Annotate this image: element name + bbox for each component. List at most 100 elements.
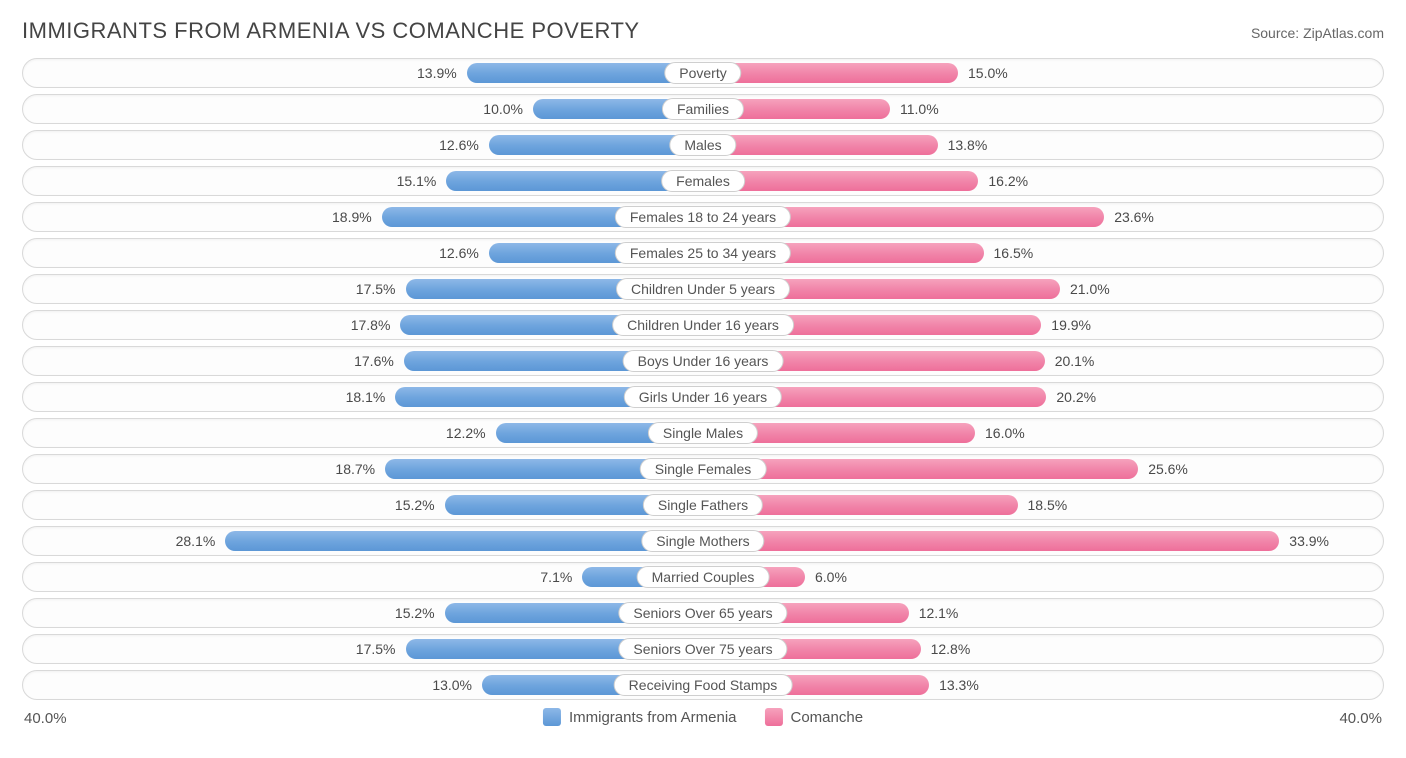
bar-left — [225, 531, 703, 551]
chart-row: 12.2% 16.0% Single Males — [22, 418, 1384, 448]
value-left: 13.0% — [432, 677, 472, 693]
axis-max-left: 40.0% — [24, 710, 67, 727]
value-right: 12.8% — [931, 641, 971, 657]
value-right: 21.0% — [1070, 281, 1110, 297]
row-left-track: 17.5% — [23, 275, 703, 303]
value-left: 18.1% — [346, 389, 386, 405]
value-right: 16.0% — [985, 425, 1025, 441]
value-left: 12.6% — [439, 245, 479, 261]
category-label: Married Couples — [637, 566, 770, 588]
value-left: 7.1% — [540, 569, 572, 585]
category-label: Males — [669, 134, 736, 156]
bar-right — [703, 459, 1138, 479]
bar-right — [703, 531, 1279, 551]
diverging-bar-chart: 13.9%15.0%Poverty10.0%11.0%Families12.6%… — [22, 58, 1384, 700]
value-left: 28.1% — [176, 533, 216, 549]
row-right-track: 19.9% — [703, 311, 1383, 339]
chart-row: 17.8%19.9%Children Under 16 years — [22, 310, 1384, 340]
category-label: Females — [661, 170, 745, 192]
row-left-track: 12.6% — [23, 131, 703, 159]
chart-title: IMMIGRANTS FROM ARMENIA VS COMANCHE POVE… — [22, 18, 640, 44]
chart-header: IMMIGRANTS FROM ARMENIA VS COMANCHE POVE… — [22, 18, 1384, 44]
row-right-track: 20.2% — [703, 383, 1383, 411]
row-right-track: 11.0% — [703, 95, 1383, 123]
category-label: Single Males — [648, 422, 758, 444]
row-left-track: 18.9% — [23, 203, 703, 231]
value-left: 18.9% — [332, 209, 372, 225]
category-label: Families — [662, 98, 744, 120]
value-right: 20.1% — [1055, 353, 1095, 369]
chart-row: 17.5% 21.0% Children Under 5 years — [22, 274, 1384, 304]
legend-label-left: Immigrants from Armenia — [569, 709, 737, 726]
row-left-track: 15.2% — [23, 599, 703, 627]
chart-row: 13.0% 13.3%Receiving Food Stamps — [22, 670, 1384, 700]
category-label: Single Mothers — [641, 530, 764, 552]
category-label: Single Fathers — [643, 494, 763, 516]
row-left-track: 17.8% — [23, 311, 703, 339]
category-label: Girls Under 16 years — [624, 386, 782, 408]
row-left-track: 18.7% — [23, 455, 703, 483]
value-right: 25.6% — [1148, 461, 1188, 477]
row-right-track: 15.0% — [703, 59, 1383, 87]
chart-row: 12.6%16.5%Females 25 to 34 years — [22, 238, 1384, 268]
row-left-track: 13.0% — [23, 671, 703, 699]
value-right: 20.2% — [1056, 389, 1096, 405]
row-left-track: 15.2% — [23, 491, 703, 519]
row-left-track: 17.5% — [23, 635, 703, 663]
legend: Immigrants from Armenia Comanche — [543, 708, 863, 726]
category-label: Females 18 to 24 years — [615, 206, 791, 228]
legend-swatch-blue — [543, 708, 561, 726]
row-right-track: 12.8% — [703, 635, 1383, 663]
value-right: 33.9% — [1289, 533, 1329, 549]
value-left: 15.2% — [395, 605, 435, 621]
category-label: Boys Under 16 years — [623, 350, 784, 372]
value-left: 15.1% — [397, 173, 437, 189]
value-right: 6.0% — [815, 569, 847, 585]
chart-row: 18.7% 25.6% Single Females — [22, 454, 1384, 484]
value-left: 17.5% — [356, 641, 396, 657]
row-right-track: 6.0% — [703, 563, 1383, 591]
bar-right — [703, 135, 938, 155]
chart-row: 15.1% 16.2% Females — [22, 166, 1384, 196]
row-right-track: 13.8% — [703, 131, 1383, 159]
value-right: 18.5% — [1028, 497, 1068, 513]
value-left: 15.2% — [395, 497, 435, 513]
value-left: 17.8% — [351, 317, 391, 333]
category-label: Children Under 5 years — [616, 278, 790, 300]
chart-row: 12.6% 13.8% Males — [22, 130, 1384, 160]
chart-row: 13.9%15.0%Poverty — [22, 58, 1384, 88]
chart-row: 15.2% 12.1%Seniors Over 65 years — [22, 598, 1384, 628]
value-right: 23.6% — [1114, 209, 1154, 225]
row-left-track: 7.1% — [23, 563, 703, 591]
value-right: 13.8% — [948, 137, 988, 153]
chart-row: 17.6% 20.1% Boys Under 16 years — [22, 346, 1384, 376]
chart-row: 10.0% 11.0% Families — [22, 94, 1384, 124]
category-label: Receiving Food Stamps — [614, 674, 793, 696]
value-left: 13.9% — [417, 65, 457, 81]
legend-item-left: Immigrants from Armenia — [543, 708, 737, 726]
chart-footer: 40.0% Immigrants from Armenia Comanche 4… — [22, 706, 1384, 734]
row-left-track: 17.6% — [23, 347, 703, 375]
category-label: Seniors Over 65 years — [618, 602, 787, 624]
row-right-track: 12.1% — [703, 599, 1383, 627]
row-right-track: 21.0% — [703, 275, 1383, 303]
row-right-track: 25.6% — [703, 455, 1383, 483]
row-left-track: 18.1% — [23, 383, 703, 411]
category-label: Single Females — [640, 458, 767, 480]
chart-source: Source: ZipAtlas.com — [1251, 25, 1384, 41]
chart-row: 18.9% 23.6% Females 18 to 24 years — [22, 202, 1384, 232]
value-right: 16.2% — [988, 173, 1028, 189]
chart-row: 18.1% 20.2% Girls Under 16 years — [22, 382, 1384, 412]
value-left: 10.0% — [483, 101, 523, 117]
value-left: 12.2% — [446, 425, 486, 441]
row-left-track: 15.1% — [23, 167, 703, 195]
value-left: 17.6% — [354, 353, 394, 369]
axis-max-right: 40.0% — [1339, 710, 1382, 727]
row-right-track: 13.3% — [703, 671, 1383, 699]
chart-row: 28.1% 33.9% Single Mothers — [22, 526, 1384, 556]
chart-row: 7.1% 6.0% Married Couples — [22, 562, 1384, 592]
row-left-track: 13.9% — [23, 59, 703, 87]
value-right: 11.0% — [900, 101, 939, 117]
category-label: Females 25 to 34 years — [615, 242, 791, 264]
row-right-track: 20.1% — [703, 347, 1383, 375]
